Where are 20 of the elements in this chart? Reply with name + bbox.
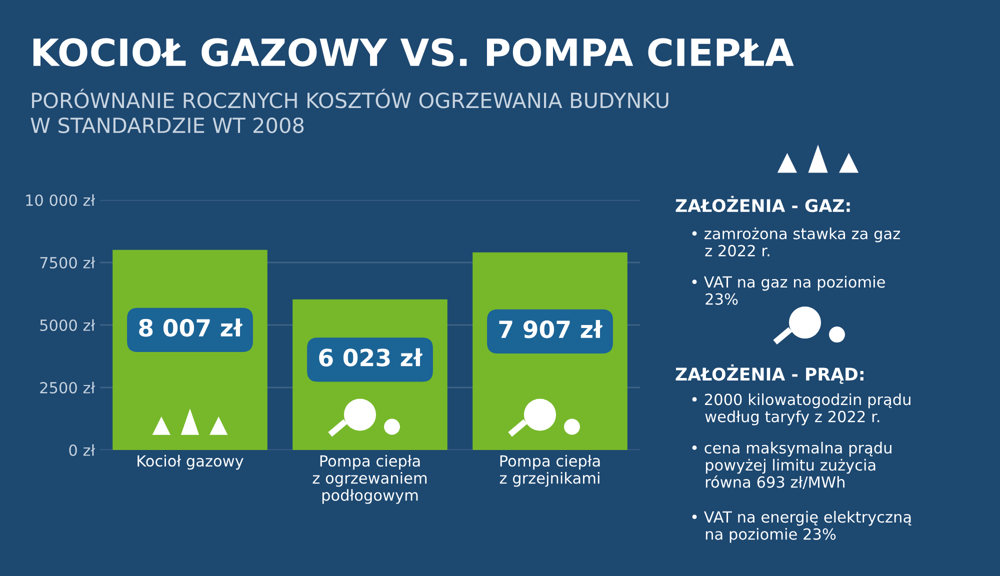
x-tick-label: Pompa ciepła z ogrzewaniem podłogowym	[312, 454, 427, 504]
text: ZAŁOŻENIA - GAZ:	[676, 196, 850, 212]
y-tick-label: 7500 zł	[40, 256, 96, 269]
x-tick-label: Pompa ciepła z grzejnikami	[500, 454, 600, 487]
y-tick-label: 10 000 zł	[26, 194, 96, 206]
data-label: 8 007 zł	[139, 318, 243, 337]
chart-title: KOCIOŁ GAZOWY VS. POMPA CIEPŁA	[33, 38, 794, 66]
data-label: 6 023 zł	[319, 348, 423, 367]
text: • cena maksymalna prądu powyżej limitu zużycia równa 693 zł/MWh	[692, 442, 892, 490]
text: • VAT na gaz na poziomie 23%	[692, 276, 885, 305]
text: • 2000 kilowatogodzin prądu według taryfy z 2022 r.	[692, 393, 910, 426]
text: ZAŁOŻENIA - PRĄD:	[676, 364, 864, 384]
y-tick-label: 0 zł	[69, 444, 96, 456]
chart-subtitle: PORÓWNANIE ROCZNYCH KOSZTÓW OGRZEWANIA BUDYNKU W STANDARDZIE WT 2008	[30, 88, 668, 134]
data-label: 7 907 zł	[499, 320, 603, 338]
x-tick-label: Kocioł gazowy	[138, 454, 244, 470]
text: • VAT na energię elektryczną na poziomie 23%	[692, 510, 912, 543]
y-tick-label: 5000 zł	[40, 319, 96, 332]
text: • zamrożona stawka za gaz z 2022 r.	[692, 228, 900, 256]
y-tick-label: 2500 zł	[40, 382, 96, 394]
